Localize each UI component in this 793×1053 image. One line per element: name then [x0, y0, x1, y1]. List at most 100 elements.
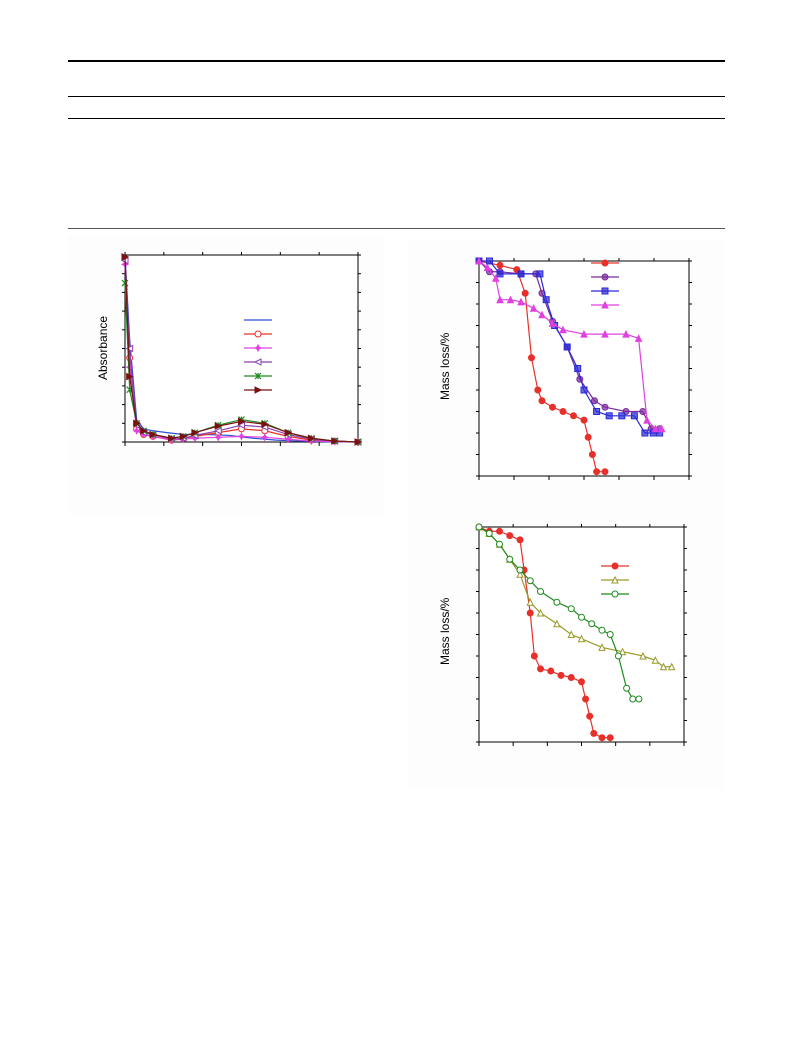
uv-data-point: [354, 438, 363, 446]
tga1-data-point: [517, 270, 525, 278]
tga1-data-point: [538, 310, 546, 319]
tga2-data-point: [578, 613, 585, 621]
tga1-series-0: [475, 257, 609, 476]
uv-data-point: [126, 372, 134, 381]
tga2-data-point: [567, 630, 576, 638]
tga1-data-point: [580, 416, 588, 424]
uv-data-point: [237, 432, 246, 441]
figure-uv: Absorbance: [68, 235, 384, 514]
tga2-data-point: [629, 695, 637, 703]
tga2-data-point: [606, 631, 614, 638]
tga2-data-point: [598, 626, 606, 634]
tga1-data-point: [605, 412, 613, 420]
tga2-data-point: [598, 734, 606, 742]
uv-data-point: [168, 434, 176, 443]
tga2-data-point: [567, 674, 575, 681]
tga1-data-point: [549, 403, 556, 411]
uv-data-point: [331, 437, 339, 445]
tga2-data-point: [567, 605, 575, 613]
tga2-data-point: [547, 667, 555, 675]
tga2-data-point: [659, 662, 668, 671]
tga1-data-point: [559, 408, 567, 415]
tga1-data-point: [643, 415, 651, 424]
tga2-legend-marker: [611, 575, 619, 584]
uv-plot-frame: [124, 254, 359, 443]
tga2-data-point: [526, 577, 534, 585]
tga1-data-point: [601, 468, 609, 476]
tga1-data-point: [521, 289, 529, 297]
tga1-data-point: [601, 329, 609, 338]
tga2-data-point: [578, 678, 585, 686]
tga1-data-point: [491, 274, 500, 282]
uv-data-point: [283, 435, 293, 444]
tga1-data-point: [580, 329, 588, 338]
tga1-data-point: [591, 397, 598, 405]
tga2-data-point: [651, 656, 660, 664]
tga2-data-point: [530, 652, 538, 660]
tga1-data-point: [475, 256, 483, 265]
tga1-data-point: [574, 365, 582, 372]
uv-data-point: [121, 253, 130, 261]
tga2-data-point: [526, 598, 535, 606]
tga1-data-point: [486, 257, 493, 265]
uv-data-point: [284, 428, 293, 437]
tga1-plot-frame: [478, 260, 690, 477]
tga1-legend-marker: [601, 259, 609, 267]
uv-legend-marker: [254, 330, 262, 338]
tga1-data-point: [534, 386, 542, 394]
tga1-legend-marker: [601, 287, 609, 295]
tga1-data-point: [496, 295, 504, 304]
uv-data-point: [260, 433, 269, 442]
tga2-data-point: [598, 643, 606, 651]
tga2-data-point: [516, 536, 524, 544]
tga1-data-point: [593, 408, 601, 415]
tga1-series-3: [475, 256, 666, 433]
uv-data-point: [214, 433, 223, 442]
tga1-data-point: [618, 412, 626, 420]
tga2-legend-marker: [611, 590, 619, 598]
tga1-data-point: [588, 451, 596, 458]
uv-data-point: [179, 432, 188, 441]
tga1-data-point: [580, 386, 588, 394]
uv-data-point: [214, 426, 222, 435]
tga1-data-point: [563, 343, 571, 351]
tga2-data-point: [557, 671, 565, 679]
tga2-data-point: [516, 570, 524, 578]
header-rule: [68, 96, 725, 97]
tga2-data-point: [618, 647, 627, 656]
uv-data-point: [133, 419, 141, 428]
tga1-data-point: [529, 304, 538, 312]
uv-data-point: [140, 426, 148, 435]
tga1-data-point: [601, 403, 609, 411]
section-rule: [68, 228, 725, 229]
uv-data-point: [307, 434, 316, 443]
tga1-data-point: [496, 261, 504, 269]
tga1-data-point: [639, 408, 647, 415]
tga2-data-point: [553, 619, 561, 628]
header-rule-bottom: [68, 118, 725, 119]
uv-data-point: [125, 344, 134, 353]
tga2-data-point: [537, 665, 544, 673]
tga2-data-point: [586, 712, 594, 720]
uv-data-point: [121, 279, 129, 287]
tga2-data-point: [582, 695, 590, 703]
tga1-data-point: [584, 433, 592, 441]
tga1-data-point: [542, 296, 550, 304]
figure-tga-1: Mass loss/%: [408, 240, 724, 514]
tga1-legend-marker: [601, 273, 609, 281]
tga1-data-point: [593, 468, 601, 476]
tga2-data-point: [526, 609, 534, 617]
tga2-data-point: [577, 634, 586, 643]
tga2-data-point: [485, 529, 493, 537]
tga1-data-point: [630, 412, 638, 420]
uv-data-point: [149, 430, 158, 439]
tga2-series-2: [475, 523, 643, 703]
uv-data-point: [132, 426, 141, 435]
tga2-data-point: [475, 523, 483, 531]
tga1-data-point: [483, 263, 492, 271]
tga2-data-point: [536, 608, 545, 617]
tga1-data-point: [570, 412, 577, 420]
tga2-data-point: [588, 620, 596, 628]
uv-data-point: [191, 428, 200, 437]
uv-data-point: [214, 422, 223, 430]
